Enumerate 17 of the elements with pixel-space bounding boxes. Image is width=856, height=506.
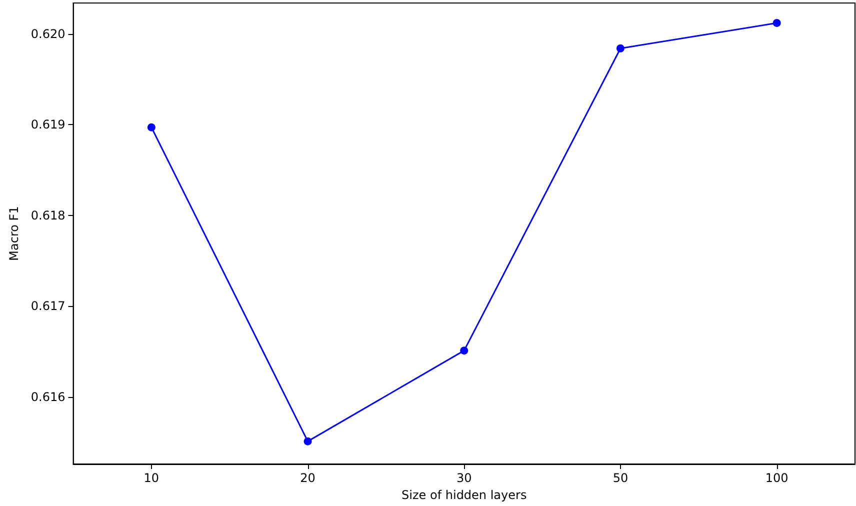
y-tick-label: 0.617	[30, 299, 66, 314]
y-axis-title: Macro F1	[7, 206, 21, 261]
x-tick-label: 50	[612, 471, 628, 485]
x-tick-label: 30	[456, 471, 472, 485]
x-tick-label: 20	[300, 471, 316, 485]
point	[772, 18, 781, 27]
y-tick-label: 0.620	[30, 26, 66, 41]
point	[304, 437, 312, 446]
point	[147, 123, 156, 132]
y-tick-label: 0.616	[30, 390, 66, 404]
point	[460, 346, 468, 355]
y-tick-label: 0.618	[30, 208, 66, 222]
y-tick-label: 0.619	[30, 118, 66, 132]
x-axis-title: Size of hidden layers	[402, 488, 527, 502]
x-tick-label: 100	[765, 471, 788, 485]
point	[616, 44, 624, 52]
x-tick-label: 10	[144, 471, 160, 485]
